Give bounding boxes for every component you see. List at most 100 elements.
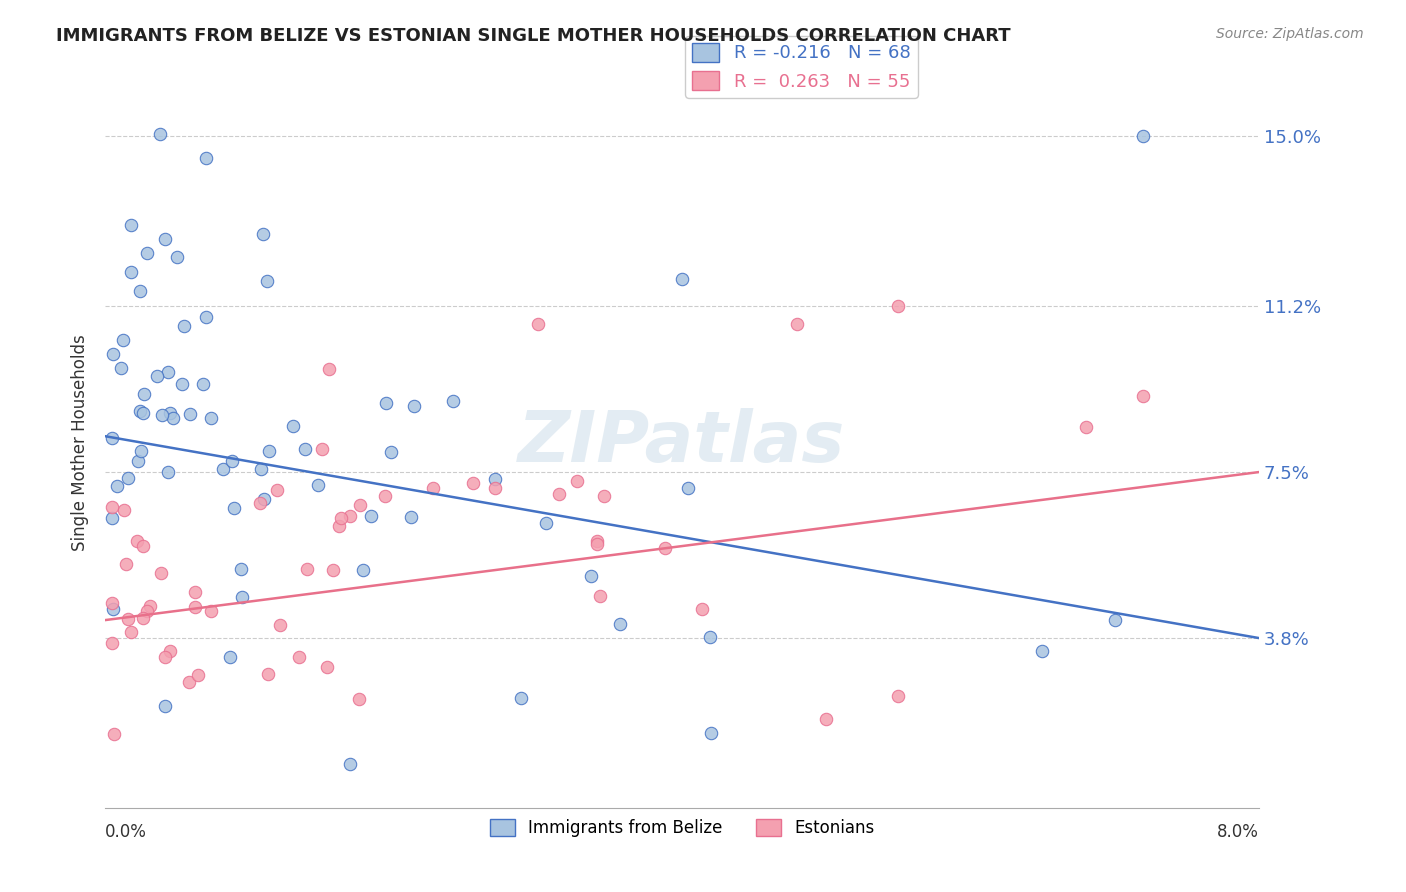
Point — [287, 649, 309, 664]
Point — [129, 443, 152, 458]
Point — [132, 406, 155, 420]
Point — [316, 660, 339, 674]
Point — [256, 274, 278, 288]
Point — [565, 474, 588, 488]
Point — [103, 347, 125, 361]
Point — [132, 539, 155, 553]
Text: ZIPatlas: ZIPatlas — [519, 409, 845, 477]
Point — [374, 396, 396, 410]
Point — [1132, 128, 1154, 143]
Point — [589, 590, 612, 604]
Point — [150, 408, 173, 422]
Point — [536, 516, 558, 530]
Point — [177, 674, 200, 689]
Point — [484, 472, 506, 486]
Point — [484, 481, 506, 495]
Point — [212, 461, 235, 475]
Point — [349, 498, 371, 512]
Point — [222, 500, 245, 515]
Point — [153, 649, 176, 664]
Point — [127, 533, 149, 548]
Point — [352, 563, 374, 577]
Point — [295, 561, 318, 575]
Point — [329, 510, 352, 524]
Point — [162, 410, 184, 425]
Point — [184, 600, 207, 615]
Point — [318, 362, 340, 376]
Point — [170, 376, 193, 391]
Point — [548, 487, 571, 501]
Point — [153, 698, 176, 713]
Point — [887, 690, 910, 704]
Point — [249, 462, 271, 476]
Point — [195, 151, 218, 165]
Point — [257, 667, 280, 681]
Point — [120, 218, 142, 232]
Point — [146, 368, 169, 383]
Text: 8.0%: 8.0% — [1216, 823, 1258, 841]
Point — [887, 299, 910, 313]
Text: 0.0%: 0.0% — [105, 823, 148, 841]
Point — [191, 377, 214, 392]
Point — [526, 317, 548, 331]
Point — [121, 265, 143, 279]
Point — [311, 442, 333, 456]
Point — [187, 668, 209, 682]
Point — [101, 500, 124, 515]
Point — [149, 127, 172, 141]
Point — [1132, 389, 1154, 403]
Point — [339, 756, 361, 771]
Point — [194, 310, 217, 325]
Point — [283, 419, 305, 434]
Point — [404, 399, 426, 413]
Point — [593, 489, 616, 503]
Point — [231, 590, 253, 604]
Point — [654, 541, 676, 555]
Point — [586, 533, 609, 548]
Point — [111, 333, 134, 347]
Point — [135, 603, 157, 617]
Point — [110, 361, 132, 376]
Point — [219, 649, 242, 664]
Point — [132, 611, 155, 625]
Point — [257, 444, 280, 458]
Point — [461, 475, 484, 490]
Point — [252, 227, 274, 241]
Point — [266, 483, 288, 498]
Point — [101, 596, 124, 610]
Point — [153, 232, 176, 246]
Point — [139, 599, 162, 613]
Point — [347, 691, 370, 706]
Point — [586, 537, 609, 551]
Point — [200, 410, 222, 425]
Point — [229, 562, 252, 576]
Point — [117, 471, 139, 485]
Point — [156, 365, 179, 379]
Point — [112, 503, 135, 517]
Point — [103, 602, 125, 616]
Point — [509, 690, 531, 705]
Point — [380, 445, 402, 459]
Point — [127, 453, 149, 467]
Point — [179, 407, 201, 421]
Point — [690, 602, 713, 616]
Point — [101, 511, 124, 525]
Point — [374, 489, 396, 503]
Point — [1074, 420, 1097, 434]
Point — [166, 250, 188, 264]
Point — [103, 727, 125, 741]
Point — [360, 508, 382, 523]
Point — [184, 585, 207, 599]
Point — [200, 604, 222, 618]
Point — [101, 431, 124, 445]
Point — [678, 481, 700, 495]
Point — [253, 492, 276, 507]
Point — [159, 644, 181, 658]
Point — [609, 616, 631, 631]
Point — [339, 508, 361, 523]
Point — [149, 566, 172, 580]
Point — [269, 618, 291, 632]
Legend: Immigrants from Belize, Estonians: Immigrants from Belize, Estonians — [484, 813, 882, 844]
Point — [157, 465, 180, 479]
Point — [1031, 644, 1053, 658]
